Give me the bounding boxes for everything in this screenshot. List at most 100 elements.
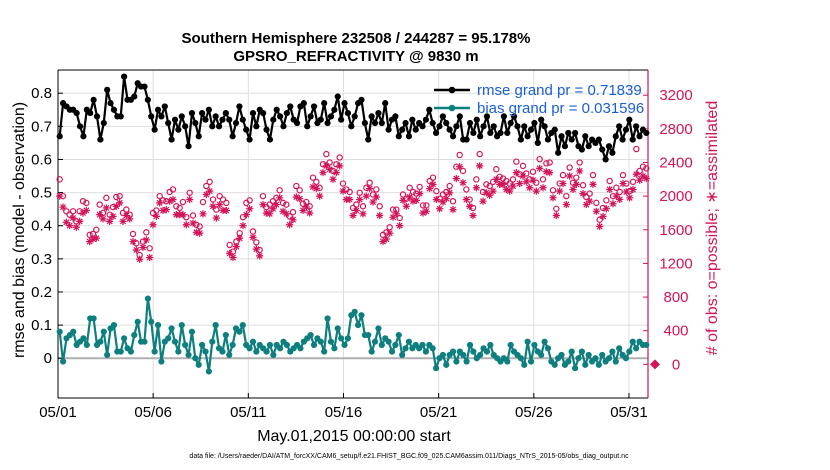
obs-assimilated-point (152, 212, 160, 220)
obs-assimilated-point (442, 195, 450, 203)
obs-possible-point (293, 182, 300, 190)
obs-possible-point (579, 182, 587, 189)
rmse-point (273, 106, 280, 113)
rmse-point (466, 119, 474, 127)
rmse-point (612, 133, 619, 140)
rmse-point (527, 126, 535, 133)
bias-point (429, 345, 436, 352)
obs-possible-point (116, 192, 123, 200)
bias-point (626, 348, 633, 355)
obs-possible-point (543, 160, 550, 167)
obs-assimilated-point (439, 198, 447, 206)
obs-assimilated-point (339, 187, 347, 195)
obs-possible-point (366, 179, 373, 186)
obs-possible-point (323, 150, 330, 158)
obs-assimilated-point (109, 212, 117, 220)
rmse-point (151, 126, 158, 133)
obs-assimilated-point (279, 207, 287, 215)
obs-assimilated-point (356, 195, 364, 204)
obs-assimilated-point (259, 200, 267, 209)
rmse-point (470, 129, 477, 137)
rmse-point (507, 119, 514, 127)
obs-possible-point (389, 206, 397, 213)
bias-point (538, 351, 545, 359)
rmse-series (56, 73, 650, 163)
rmse-point (338, 116, 345, 123)
rmse-point (321, 100, 328, 107)
obs-assimilated-point (416, 190, 424, 198)
obs-possible-point (299, 200, 307, 207)
obs-assimilated-point (559, 179, 567, 188)
bias-point (449, 348, 457, 355)
rmse-point (270, 116, 277, 123)
obs-possible-point (373, 186, 380, 193)
obs-assimilated-point (626, 194, 634, 202)
obs-assimilated-point (292, 193, 300, 201)
bias-point (616, 345, 623, 352)
obs-possible-point (376, 203, 383, 210)
bias-point (80, 335, 87, 342)
bias-point (104, 351, 111, 359)
obs-possible-point (76, 208, 83, 215)
obs-possible-point (396, 214, 403, 222)
obs-possible-point (63, 208, 70, 215)
rmse-point (633, 123, 640, 130)
obs-assimilated-point (529, 176, 537, 184)
rmse-point (385, 126, 392, 133)
bias-point (341, 341, 348, 349)
rmse-point (195, 133, 202, 140)
rmse-point (561, 143, 569, 150)
rmse-point (243, 126, 250, 133)
obs-possible-point (93, 226, 100, 233)
rmse-point (636, 133, 643, 140)
obs-assimilated-point (106, 217, 114, 225)
bias-series (56, 295, 650, 375)
bias-point (599, 351, 606, 359)
bias-point (460, 351, 467, 359)
obs-possible-point (106, 211, 113, 218)
rmse-point (202, 116, 209, 123)
rmse-point (565, 129, 572, 137)
rmse-point (463, 136, 470, 143)
obs-assimilated-point (612, 192, 620, 200)
bias-point (558, 351, 565, 359)
obs-assimilated-point (82, 206, 90, 215)
bias-point (266, 341, 274, 349)
rmse-point (422, 116, 430, 123)
obs-possible-point (589, 171, 597, 179)
rmse-point (375, 109, 382, 117)
obs-assimilated-point (512, 169, 520, 177)
rmse-point (351, 113, 358, 120)
obs-possible-point (516, 171, 523, 178)
obs-assimilated-point (572, 180, 580, 188)
bias-point (229, 341, 236, 349)
bias-point (443, 361, 450, 368)
rmse-point (171, 116, 179, 123)
obs-assimilated-point (346, 195, 354, 204)
obs-assimilated-point (179, 211, 187, 219)
obs-assimilated-point (456, 163, 464, 171)
obs-assimilated-point (586, 197, 594, 205)
obs-possible-point (56, 176, 63, 183)
rmse-point (158, 113, 165, 120)
obs-possible-point (606, 177, 613, 185)
rmse-point (368, 113, 375, 120)
rmse-point (365, 136, 372, 143)
obs-assimilated-point (139, 243, 147, 252)
rmse-point (334, 93, 341, 100)
bias-point (633, 345, 640, 352)
bias-point (571, 365, 579, 372)
obs-possible-point (519, 162, 527, 170)
obs-assimilated-point (532, 187, 540, 195)
obs-possible-point (196, 223, 203, 230)
y-right-tick-label: 800 (663, 289, 688, 306)
bias-point (405, 338, 413, 345)
bias-point (527, 358, 535, 365)
rmse-point (643, 129, 650, 137)
obs-assimilated-point (422, 207, 430, 215)
bias-point (236, 328, 243, 335)
obs-possible-point (403, 195, 410, 202)
rmse-point (246, 136, 253, 143)
obs-assimilated-point (499, 180, 507, 188)
rmse-point (209, 123, 216, 130)
